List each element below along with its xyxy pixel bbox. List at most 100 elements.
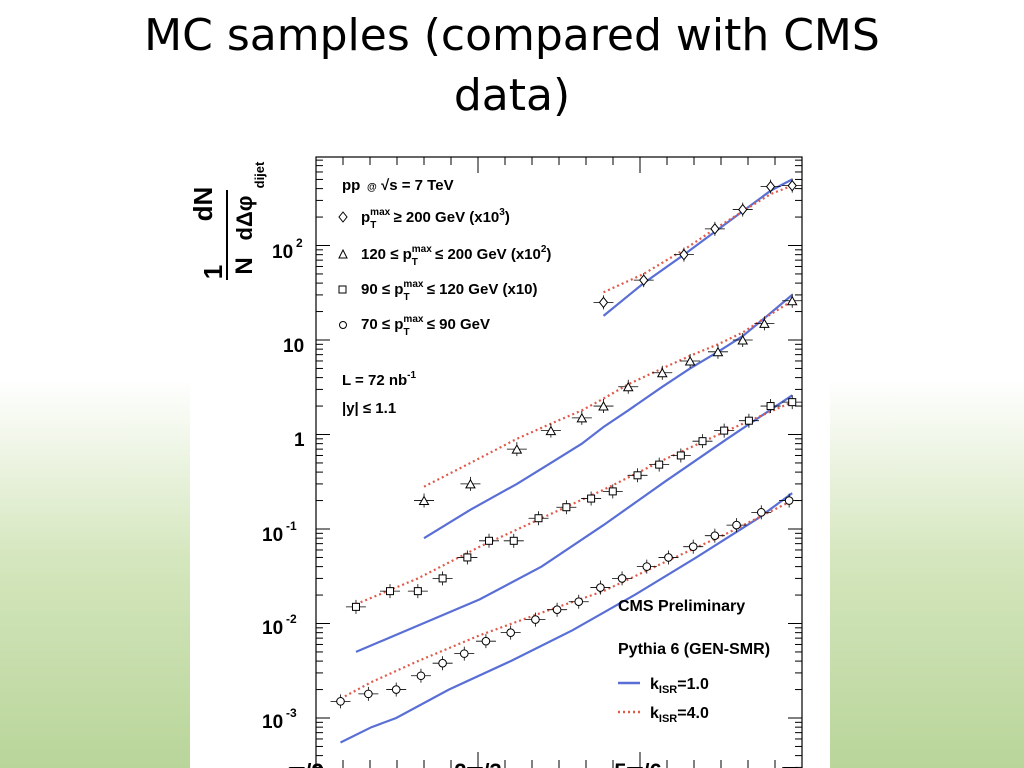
data-point-series-4 bbox=[683, 539, 704, 554]
mc-curves bbox=[339, 178, 793, 744]
data-point-series-3 bbox=[581, 491, 602, 506]
data-point-series-3 bbox=[782, 395, 803, 410]
y-tick-base: 10 bbox=[272, 242, 293, 263]
y-axis-ticks bbox=[316, 159, 802, 768]
legend-p: p bbox=[361, 209, 370, 226]
triangle-marker bbox=[545, 425, 557, 436]
data-point-series-1 bbox=[782, 178, 803, 193]
circle-marker bbox=[481, 636, 491, 646]
square-marker bbox=[633, 471, 642, 480]
data-point-series-4 bbox=[612, 571, 633, 586]
slide-title-line-1: MC samples (compared with CMS bbox=[144, 10, 880, 61]
square-marker bbox=[676, 451, 685, 460]
legend-rest: ≤ 120 GeV (x10) bbox=[423, 281, 538, 298]
data-point-series-3 bbox=[407, 584, 428, 599]
legend-sup: max bbox=[370, 207, 390, 218]
diamond-marker bbox=[598, 296, 609, 309]
data-point-series-4 bbox=[330, 694, 351, 709]
legend-text: pmax T ≥ 200 GeV (x103) bbox=[361, 207, 510, 231]
data-point-series-4 bbox=[590, 580, 611, 595]
x-tick-label-5pi-over-6: 5π/6 bbox=[614, 759, 661, 768]
triangle-marker bbox=[712, 346, 724, 357]
data-point-series-4 bbox=[358, 686, 379, 701]
square-marker bbox=[608, 487, 617, 496]
data-point-series-2 bbox=[754, 316, 775, 331]
x-tick-label-pi-over-2: π/2 bbox=[288, 759, 323, 768]
circle-marker bbox=[617, 574, 627, 583]
legend-text: 70 ≤ pmax T ≤ 90 GeV bbox=[361, 314, 490, 338]
y-tick-base: 10 bbox=[283, 336, 304, 357]
triangle-marker bbox=[622, 381, 634, 392]
annotation-at: @ bbox=[367, 182, 377, 193]
data-point-series-4 bbox=[432, 656, 453, 671]
legend-row-3: 90 ≤ pmax T ≤ 120 GeV (x10) bbox=[338, 279, 538, 303]
x-tick-labels: π/2 2π/3 5π/6 π bbox=[288, 759, 798, 768]
x-tick-label-pi: π bbox=[782, 759, 799, 768]
data-point-series-3 bbox=[649, 457, 670, 472]
y-label-subscript: dijet bbox=[252, 161, 267, 188]
legend-sub: T bbox=[412, 257, 418, 268]
data-point-series-1 bbox=[760, 179, 781, 194]
data-point-series-2 bbox=[652, 365, 673, 380]
data-point-series-4 bbox=[410, 668, 431, 683]
x-tick-label-2pi-over-3: 2π/3 bbox=[454, 759, 501, 768]
data-point-series-3 bbox=[380, 584, 401, 599]
data-point-series-2 bbox=[732, 333, 753, 347]
legend-p: 90 ≤ p bbox=[361, 281, 403, 298]
data-point-series-2 bbox=[540, 423, 561, 438]
data-point-series-2 bbox=[707, 344, 728, 359]
y-tick-exp: -3 bbox=[286, 706, 297, 720]
data-point-series-1 bbox=[704, 221, 725, 236]
data-point-series-1 bbox=[593, 295, 614, 310]
data-point-series-2 bbox=[680, 353, 701, 368]
circle-marker bbox=[416, 671, 426, 681]
square-marker bbox=[655, 460, 664, 469]
circle-marker bbox=[710, 531, 720, 540]
y-tick-base: 1 bbox=[294, 430, 305, 451]
data-point-series-2 bbox=[618, 379, 639, 394]
triangle-marker bbox=[759, 318, 770, 328]
k-value: =4.0 bbox=[677, 705, 709, 722]
legend-exp: 3 bbox=[499, 207, 505, 218]
data-point-series-3 bbox=[345, 599, 366, 614]
mc-legend-k1-text: kISR=1.0 bbox=[650, 676, 709, 696]
k-sub: ISR bbox=[659, 713, 677, 725]
data-point-series-3 bbox=[670, 448, 691, 463]
data-point-series-2 bbox=[460, 476, 481, 491]
circle-marker bbox=[438, 658, 447, 668]
diamond-marker bbox=[639, 274, 649, 286]
circle-marker bbox=[391, 685, 401, 694]
circle-marker bbox=[688, 542, 698, 551]
square-marker bbox=[463, 553, 472, 562]
circle-marker bbox=[531, 615, 540, 624]
square-marker bbox=[413, 587, 422, 596]
data-point-series-4 bbox=[386, 682, 407, 697]
data-point-series-3 bbox=[457, 550, 478, 565]
triangle-marker bbox=[737, 334, 749, 345]
data-point-series-3 bbox=[503, 533, 524, 548]
y-tick-label-1e-3: 10 -3 bbox=[262, 706, 297, 733]
luminosity-annotation: L = 72 nb-1 |y| ≤ 1.1 bbox=[342, 370, 417, 417]
circle-marker bbox=[664, 553, 673, 562]
triangle-marker bbox=[465, 478, 476, 489]
circle-marker bbox=[642, 562, 652, 571]
mc-legend: kISR=1.0 kISR=4.0 bbox=[618, 676, 709, 725]
data-point-series-3 bbox=[432, 571, 453, 586]
y-tick-label-1e-2: 10 -2 bbox=[262, 612, 297, 639]
legend-rest: ≤ 200 GeV (x10 bbox=[431, 246, 541, 263]
y-tick-base: 10 bbox=[262, 618, 283, 639]
data-point-series-4 bbox=[704, 528, 725, 543]
square-marker bbox=[587, 494, 596, 503]
legend-close: ) bbox=[505, 209, 510, 226]
circle-marker bbox=[552, 605, 562, 614]
diamond-marker-icon bbox=[338, 211, 348, 223]
legend-sup: max bbox=[403, 314, 423, 325]
square-marker bbox=[534, 514, 543, 523]
lumi-exp: -1 bbox=[407, 370, 416, 381]
data-point-series-2 bbox=[414, 493, 435, 508]
legend-sub: T bbox=[370, 220, 376, 231]
lumi-value: L = 72 nb bbox=[342, 372, 407, 389]
data-point-series-4 bbox=[475, 634, 496, 649]
data-point-series-4 bbox=[751, 505, 772, 520]
